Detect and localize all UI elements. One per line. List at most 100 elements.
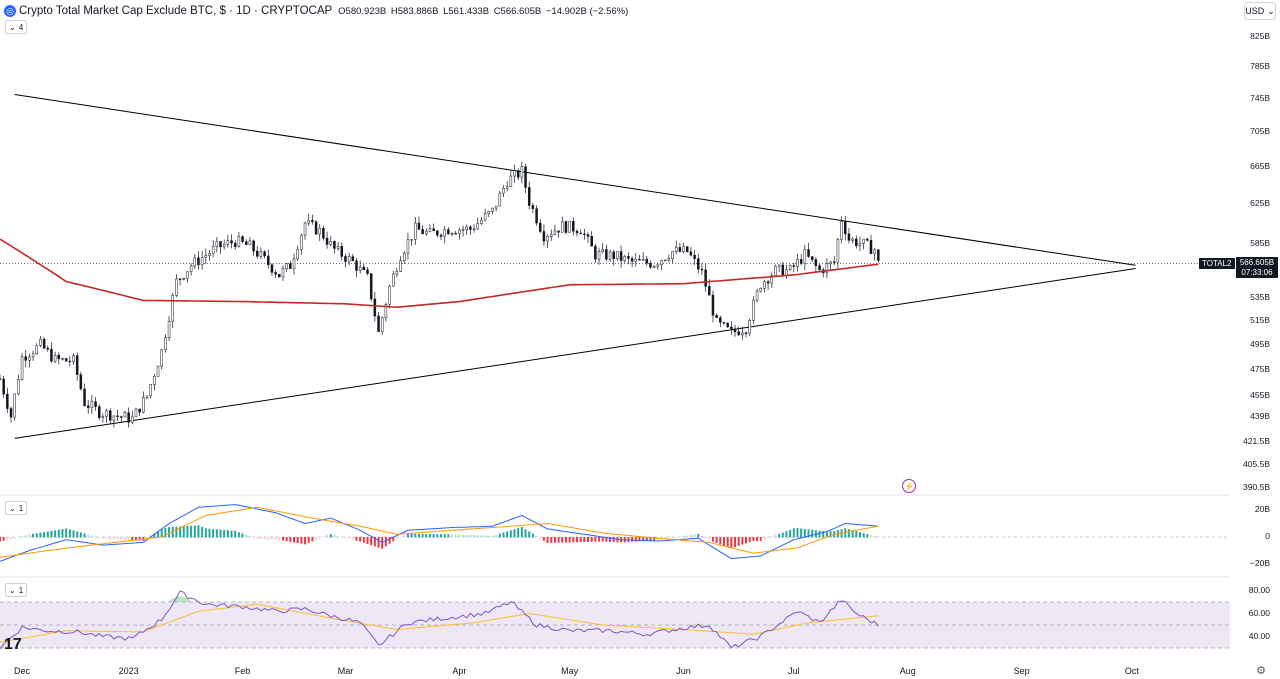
- candle-body-up: [208, 253, 211, 256]
- macd-histogram-bar: [792, 528, 795, 538]
- macd-histogram-bar: [68, 529, 71, 538]
- candle-body-up: [215, 241, 219, 247]
- candle-body-down: [439, 234, 443, 237]
- candle: [61, 357, 64, 361]
- candle: [237, 231, 241, 248]
- candle-body-down: [818, 265, 821, 271]
- candle-body-down: [127, 412, 130, 423]
- chevron-down-icon: ⌄: [1267, 5, 1275, 16]
- macd-histogram-bar: [487, 535, 490, 538]
- candle: [325, 231, 329, 249]
- currency-selector[interactable]: USD ⌄: [1244, 2, 1276, 20]
- candle-body-down: [75, 355, 79, 375]
- macd-histogram-bar: [495, 534, 498, 538]
- rsi-pane-toggle[interactable]: ⌄ 1: [5, 583, 28, 597]
- candle: [458, 227, 461, 240]
- price-pane[interactable]: [0, 93, 1230, 439]
- lightning-icon[interactable]: ⚡: [902, 479, 916, 493]
- macd-histogram-bar: [818, 530, 821, 538]
- candle-body-up: [851, 238, 854, 241]
- candle: [660, 259, 663, 270]
- macd-histogram-bar: [678, 536, 681, 538]
- candle-body-up: [748, 320, 751, 334]
- candle: [9, 406, 13, 423]
- candle-body-down: [744, 332, 748, 334]
- macd-histogram-bar: [528, 531, 531, 538]
- candle-body-up: [414, 222, 417, 240]
- candle-body-up: [777, 264, 781, 267]
- candle: [109, 408, 112, 425]
- macd-histogram-bar: [131, 537, 134, 541]
- candle-body-down: [557, 230, 560, 233]
- candle: [726, 322, 729, 328]
- candle: [414, 216, 417, 245]
- candle-body-up: [667, 258, 671, 261]
- macd-histogram-bar: [704, 537, 707, 539]
- candle: [799, 254, 803, 266]
- macd-histogram-bar: [326, 535, 329, 538]
- candle: [678, 242, 682, 253]
- macd-histogram-bar: [226, 530, 229, 538]
- candle-body-up: [90, 401, 94, 408]
- candle: [384, 302, 388, 322]
- candle-body-down: [726, 322, 729, 328]
- candle-body-up: [803, 249, 807, 264]
- macd-histogram-bar: [535, 535, 538, 538]
- candle-body-up: [763, 281, 766, 289]
- macd-histogram-bar: [807, 529, 810, 538]
- candle-body-down: [421, 229, 424, 235]
- macd-histogram-bar: [112, 537, 115, 540]
- macd-histogram-bar: [594, 537, 597, 542]
- time-tick-label: Jun: [676, 666, 691, 676]
- tradingview-logo-icon: 17: [4, 636, 22, 653]
- candle: [208, 249, 211, 261]
- candle-body-down: [527, 187, 531, 206]
- price-tick-label: 455B: [1250, 389, 1270, 400]
- macd-histogram-bar: [869, 535, 872, 538]
- macd-pane[interactable]: [0, 494, 1230, 562]
- candle: [0, 374, 2, 380]
- candle: [498, 190, 502, 207]
- candle-body-down: [542, 231, 546, 242]
- time-tick-label: Dec: [14, 666, 31, 676]
- macd-histogram-bar: [109, 537, 112, 540]
- macd-histogram-bar: [234, 530, 237, 538]
- candle-body-up: [634, 258, 638, 262]
- candle-body-down: [333, 241, 336, 249]
- candle-body-up: [61, 358, 64, 360]
- candle: [391, 270, 395, 287]
- candle: [781, 261, 785, 277]
- macd-pane-toggle[interactable]: ⌄ 1: [5, 501, 28, 515]
- candle-body-up: [259, 251, 263, 257]
- main-indicators-toggle[interactable]: ⌄ 4: [5, 20, 28, 34]
- macd-histogram-bar: [462, 534, 465, 538]
- candle: [105, 408, 108, 424]
- macd-histogram-bar: [101, 537, 104, 539]
- macd-histogram-bar: [193, 525, 196, 538]
- candle-body-up: [153, 376, 156, 385]
- candle-body-down: [178, 278, 182, 280]
- candle-body-up: [480, 219, 483, 224]
- candle: [509, 170, 513, 188]
- candle: [855, 235, 858, 249]
- macd-histogram-bar: [164, 528, 167, 538]
- candle: [792, 262, 796, 273]
- candle-body-down: [531, 205, 535, 209]
- macd-histogram-bar: [465, 534, 468, 538]
- candle: [417, 216, 421, 230]
- time-tick-label: 2023: [118, 666, 139, 676]
- candle: [296, 245, 299, 261]
- candle: [810, 256, 814, 263]
- candle-body-down: [311, 220, 314, 222]
- macd-histogram-bar: [94, 536, 97, 538]
- candle-body-up: [873, 249, 876, 254]
- candle-body-up: [347, 256, 351, 262]
- price-tick-label: 475B: [1250, 363, 1270, 374]
- macd-histogram-bar: [201, 526, 204, 538]
- candle-body-up: [755, 290, 759, 301]
- rsi-pane[interactable]: [0, 576, 1230, 650]
- candle: [347, 252, 351, 266]
- gear-icon[interactable]: ⚙: [1256, 665, 1266, 677]
- candle-body-up: [123, 412, 127, 418]
